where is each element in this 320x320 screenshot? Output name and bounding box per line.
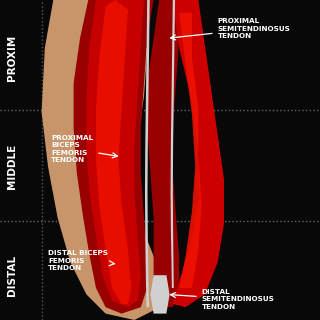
Polygon shape	[42, 0, 160, 320]
Polygon shape	[179, 13, 202, 288]
Text: PROXIMAL
BICEPS
FEMORIS
TENDON: PROXIMAL BICEPS FEMORIS TENDON	[51, 134, 117, 163]
Text: PROXIM: PROXIM	[7, 35, 17, 81]
Polygon shape	[150, 275, 170, 314]
Polygon shape	[171, 0, 175, 288]
Polygon shape	[74, 0, 154, 314]
Polygon shape	[96, 0, 131, 304]
Text: DISTAL
SEMITENDINOSUS
TENDON: DISTAL SEMITENDINOSUS TENDON	[171, 289, 275, 310]
Polygon shape	[86, 0, 144, 307]
Polygon shape	[145, 0, 150, 307]
Text: DISTAL BICEPS
FEMORIS
TENDON: DISTAL BICEPS FEMORIS TENDON	[48, 250, 114, 271]
Polygon shape	[173, 0, 224, 307]
Polygon shape	[147, 0, 198, 307]
Text: DISTAL: DISTAL	[7, 255, 17, 296]
Text: PROXIMAL
SEMITENDINOSUS
TENDON: PROXIMAL SEMITENDINOSUS TENDON	[171, 18, 291, 40]
Text: MIDDLE: MIDDLE	[7, 144, 17, 189]
